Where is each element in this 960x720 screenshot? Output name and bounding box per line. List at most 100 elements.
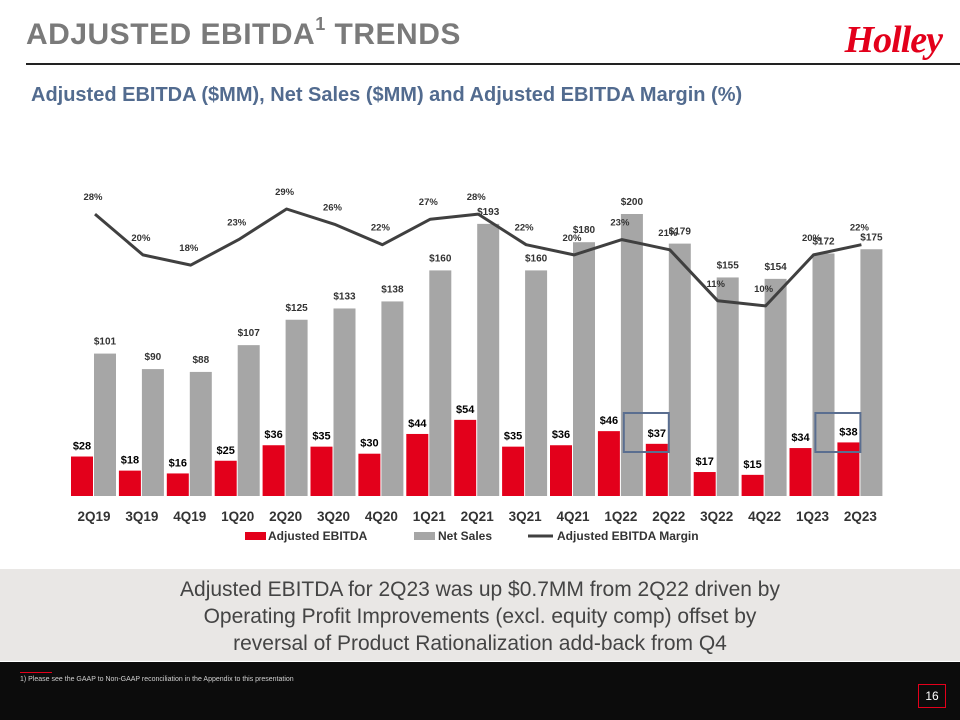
- net-sales-label: $88: [192, 355, 209, 366]
- net-sales-label: $193: [477, 207, 500, 218]
- net-sales-label: $138: [381, 284, 404, 295]
- callout-line-1: Adjusted EBITDA for 2Q23 was up $0.7MM f…: [180, 578, 780, 601]
- adjusted-ebitda-bar: [262, 445, 285, 496]
- net-sales-label: $107: [238, 328, 261, 339]
- adjusted-ebitda-bar: [166, 473, 189, 496]
- category-label: 1Q20: [221, 509, 254, 524]
- adjusted-ebitda-bar: [118, 470, 141, 496]
- title-footnote-marker: 1: [315, 14, 326, 34]
- margin-label: 26%: [323, 202, 343, 213]
- category-label: 2Q19: [77, 509, 110, 524]
- margin-label: 29%: [275, 187, 295, 198]
- category-label: 2Q21: [461, 509, 495, 524]
- net-sales-bar: [285, 319, 308, 496]
- callout-line-3: reversal of Product Rationalization add-…: [233, 632, 727, 655]
- adjusted-ebitda-bar: [310, 446, 333, 496]
- category-label: 2Q23: [844, 509, 878, 524]
- net-sales-bar: [573, 242, 595, 496]
- ebitda-trends-chart: $101 $28 2Q19 $90 $18 3Q19 $88 $16 4Q19 $107 $25 1Q…: [71, 187, 883, 543]
- legend-swatch-net-sales: [414, 532, 435, 540]
- category-label: 3Q22: [700, 509, 733, 524]
- adjusted-ebitda-bar: [502, 446, 525, 496]
- net-sales-bar: [381, 301, 404, 496]
- page-title: ADJUSTED EBITDA1 TRENDS: [26, 14, 461, 51]
- net-sales-label: $179: [669, 227, 692, 238]
- legend-label-margin: Adjusted EBITDA Margin: [557, 529, 699, 543]
- adjusted-ebitda-label: $36: [552, 429, 570, 441]
- adjusted-ebitda-bar: [693, 472, 716, 496]
- adjusted-ebitda-bar: [789, 448, 812, 496]
- net-sales-bar: [237, 345, 260, 496]
- net-sales-label: $172: [812, 236, 835, 247]
- net-sales-label: $133: [333, 291, 356, 302]
- net-sales-bar: [525, 270, 548, 496]
- margin-label: 23%: [610, 218, 630, 229]
- category-label: 1Q23: [796, 509, 830, 524]
- adjusted-ebitda-label: $37: [648, 428, 666, 440]
- adjusted-ebitda-bar: [406, 433, 429, 496]
- category-label: 4Q22: [748, 509, 781, 524]
- footer-divider: [0, 662, 960, 670]
- net-sales-label: $154: [764, 262, 787, 273]
- adjusted-ebitda-bar: [741, 474, 764, 496]
- margin-label: 23%: [227, 218, 247, 229]
- category-label: 3Q20: [317, 509, 350, 524]
- margin-label: 18%: [179, 243, 199, 254]
- margin-label: 22%: [515, 223, 535, 234]
- margin-label: 22%: [371, 223, 391, 234]
- adjusted-ebitda-bar: [837, 442, 860, 496]
- adjusted-ebitda-label: $54: [456, 404, 475, 416]
- footnote-rule: [20, 672, 52, 673]
- highlight-box: [814, 412, 862, 453]
- legend-swatch-adjusted-ebitda: [245, 532, 266, 540]
- adjusted-ebitda-label: $34: [791, 432, 810, 444]
- adjusted-ebitda-bar: [71, 456, 93, 496]
- margin-label: 10%: [754, 284, 774, 295]
- net-sales-bar: [333, 308, 356, 496]
- category-label: 1Q21: [413, 509, 447, 524]
- category-label: 4Q19: [173, 509, 206, 524]
- adjusted-ebitda-label: $35: [312, 431, 330, 443]
- net-sales-label: $125: [285, 303, 308, 314]
- page-number: 16: [918, 684, 946, 708]
- net-sales-label: $200: [621, 197, 644, 208]
- chart-subtitle: Adjusted EBITDA ($MM), Net Sales ($MM) a…: [31, 84, 743, 106]
- margin-label: 20%: [131, 233, 151, 244]
- adjusted-ebitda-bar: [550, 445, 572, 496]
- net-sales-bar: [860, 249, 883, 496]
- net-sales-label: $90: [145, 352, 162, 363]
- net-sales-bar: [668, 243, 691, 496]
- adjusted-ebitda-label: $18: [121, 455, 139, 467]
- adjusted-ebitda-bar: [597, 431, 620, 496]
- holley-logo: Holley: [844, 19, 943, 61]
- adjusted-ebitda-bar: [214, 460, 237, 496]
- legend-label-adjusted-ebitda: Adjusted EBITDA: [268, 529, 368, 543]
- category-label: 4Q20: [365, 509, 398, 524]
- margin-label: 27%: [419, 197, 439, 208]
- net-sales-label: $155: [717, 260, 740, 271]
- adjusted-ebitda-label: $38: [839, 426, 857, 438]
- adjusted-ebitda-label: $28: [73, 441, 91, 453]
- adjusted-ebitda-bar: [358, 453, 381, 496]
- footnote: 1) Please see the GAAP to Non-GAAP recon…: [20, 676, 294, 683]
- category-label: 3Q19: [125, 509, 158, 524]
- category-label: 3Q21: [509, 509, 543, 524]
- category-label: 1Q22: [604, 509, 637, 524]
- margin-label: 20%: [802, 233, 822, 244]
- adjusted-ebitda-label: $15: [743, 459, 761, 471]
- callout-box: Adjusted EBITDA for 2Q23 was up $0.7MM f…: [0, 569, 960, 661]
- net-sales-bar: [620, 214, 643, 496]
- net-sales-bar: [812, 253, 835, 496]
- adjusted-ebitda-label: $36: [264, 429, 282, 441]
- margin-label: 21%: [658, 228, 678, 239]
- net-sales-bar: [477, 223, 500, 496]
- margin-label: 20%: [562, 233, 582, 244]
- margin-label: 22%: [850, 223, 870, 234]
- adjusted-ebitda-label: $17: [696, 456, 714, 468]
- callout-line-2: Operating Profit Improvements (excl. equ…: [203, 605, 757, 628]
- margin-label: 28%: [83, 192, 103, 203]
- adjusted-ebitda-label: $16: [169, 457, 187, 469]
- adjusted-ebitda-label: $25: [217, 445, 235, 457]
- net-sales-bar: [141, 369, 164, 496]
- adjusted-ebitda-bar: [645, 443, 668, 496]
